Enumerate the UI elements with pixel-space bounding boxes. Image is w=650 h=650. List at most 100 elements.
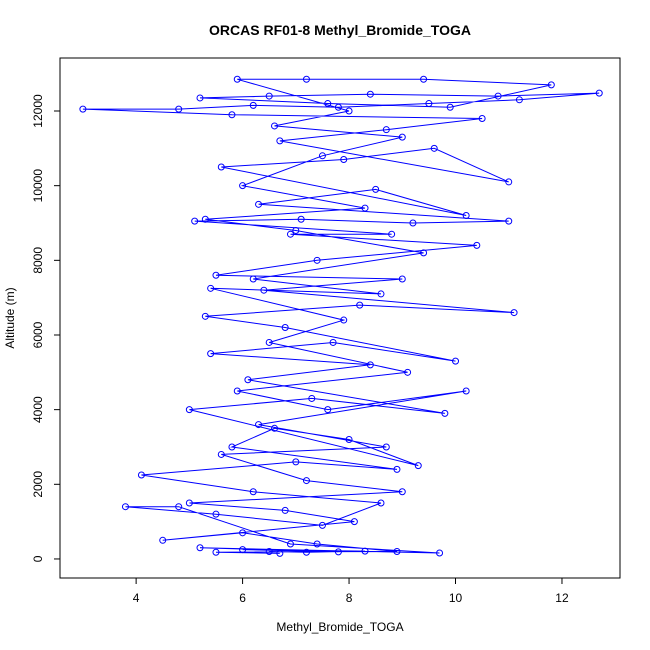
data-point [510, 309, 518, 317]
data-point [201, 312, 209, 320]
data-point [207, 284, 215, 292]
data-point [271, 424, 279, 432]
data-point [201, 215, 209, 223]
data-point [313, 540, 321, 548]
data-point [515, 96, 523, 104]
data-point [382, 443, 390, 451]
data-point [244, 376, 252, 384]
y-tick-label: 4000 [31, 396, 45, 423]
data-point [121, 503, 129, 511]
data-point [196, 94, 204, 102]
data-point [281, 506, 289, 514]
x-tick-label: 4 [133, 591, 140, 605]
y-tick-label: 6000 [31, 321, 45, 348]
data-point [404, 368, 412, 376]
data-point [377, 290, 385, 298]
data-point [276, 549, 284, 557]
data-point [441, 409, 449, 417]
data-point [175, 503, 183, 511]
data-point [329, 338, 337, 346]
x-axis-label: Methyl_Bromide_TOGA [276, 620, 403, 634]
data-point [207, 350, 215, 358]
data-point [265, 338, 273, 346]
data-point [436, 549, 444, 557]
data-point [137, 471, 145, 479]
x-tick-label: 8 [346, 591, 353, 605]
data-point [286, 230, 294, 238]
data-point [366, 90, 374, 98]
data-point [292, 226, 300, 234]
data-point [255, 200, 263, 208]
data-point [452, 357, 460, 365]
data-point [265, 92, 273, 100]
data-point [212, 548, 220, 556]
data-point [239, 182, 247, 190]
data-line [82, 78, 600, 554]
data-point [547, 81, 555, 89]
data-point [271, 122, 279, 130]
data-point [239, 546, 247, 554]
data-point [356, 301, 364, 309]
data-point [366, 361, 374, 369]
data-point [286, 540, 294, 548]
data-point [249, 101, 257, 109]
data-point [260, 286, 268, 294]
data-point [361, 204, 369, 212]
data-point [297, 215, 305, 223]
data-point [324, 100, 332, 108]
y-tick-label: 0 [31, 555, 45, 562]
data-point [430, 144, 438, 152]
data-point [228, 111, 236, 119]
data-point [398, 488, 406, 496]
data-point [249, 275, 257, 283]
data-point [398, 275, 406, 283]
data-point [345, 107, 353, 115]
data-point [478, 114, 486, 122]
data-point [233, 387, 241, 395]
data-point [185, 406, 193, 414]
data-point [228, 443, 236, 451]
data-point [425, 100, 433, 108]
data-point [276, 137, 284, 145]
data-point [420, 249, 428, 257]
data-point [361, 547, 369, 555]
data-point [265, 547, 273, 555]
data-point [350, 518, 358, 526]
data-point [334, 548, 342, 556]
data-point [505, 217, 513, 225]
data-point [377, 499, 385, 507]
data-point [388, 230, 396, 238]
data-point [462, 212, 470, 220]
plot-frame [59, 57, 621, 579]
data-point [159, 536, 167, 544]
y-tick-label: 10000 [31, 169, 45, 203]
data-point [217, 163, 225, 171]
data-point [255, 421, 263, 429]
data-point [393, 465, 401, 473]
x-tick-label: 12 [555, 591, 569, 605]
data-point [462, 387, 470, 395]
data-point [191, 217, 199, 225]
data-point [409, 219, 417, 227]
data-point [414, 462, 422, 470]
data-point [334, 103, 342, 111]
data-point [345, 436, 353, 444]
data-point [398, 133, 406, 141]
data-point [185, 499, 193, 507]
data-point [505, 178, 513, 186]
data-point [595, 89, 603, 97]
data-point [494, 92, 502, 100]
data-point [292, 458, 300, 466]
data-point [196, 544, 204, 552]
data-point [79, 105, 87, 113]
data-point [212, 510, 220, 518]
data-point [324, 406, 332, 414]
data-point [217, 450, 225, 458]
data-point [302, 477, 310, 485]
data-point [340, 316, 348, 324]
data-point [175, 105, 183, 113]
y-tick-label: 2000 [31, 471, 45, 498]
data-point [281, 324, 289, 332]
x-tick-label: 6 [239, 591, 246, 605]
